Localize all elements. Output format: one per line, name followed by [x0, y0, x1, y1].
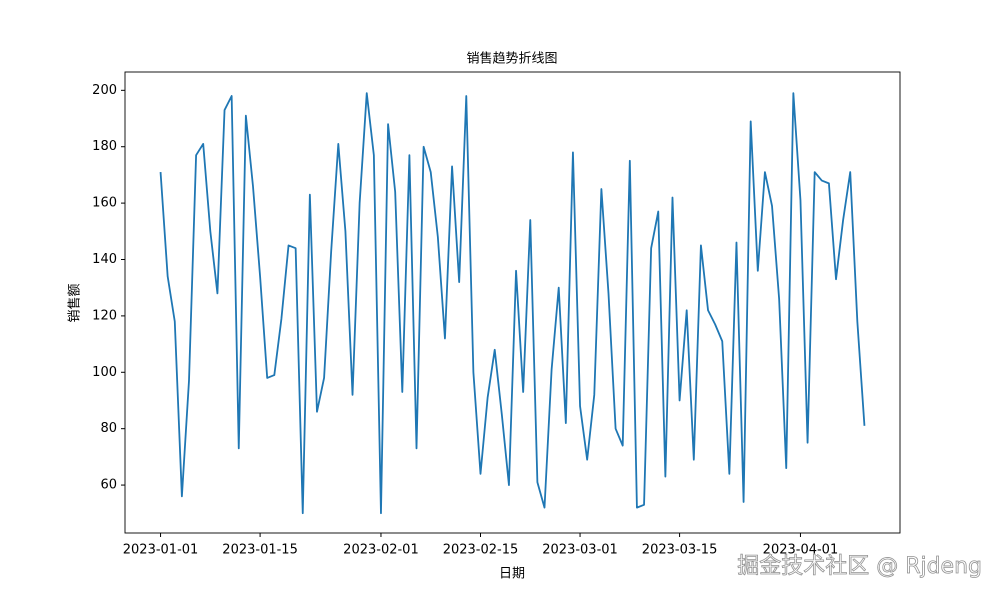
x-tick-label: 2023-01-01: [123, 543, 199, 558]
chart-title: 销售趋势折线图: [466, 51, 557, 67]
x-tick-label: 2023-01-15: [222, 543, 298, 558]
y-tick-label: 200: [92, 83, 117, 98]
y-tick-label: 60: [100, 478, 117, 493]
y-tick-label: 80: [100, 421, 117, 436]
x-tick-label: 2023-02-01: [343, 543, 419, 558]
x-tick-label: 2023-03-15: [642, 543, 718, 558]
x-tick-label: 2023-02-15: [443, 543, 519, 558]
line: [159, 92, 866, 515]
x-tick-label: 2023-03-01: [542, 543, 618, 558]
x-tick-label: 2023-04-01: [763, 543, 839, 558]
y-tick-label: 140: [92, 252, 117, 267]
y-tick-label: 120: [92, 308, 117, 323]
x-axis-label: 日期: [499, 567, 525, 582]
y-axis-label: 销售额: [67, 283, 83, 322]
y-tick-label: 100: [92, 365, 117, 380]
y-tick-label: 160: [92, 196, 117, 211]
watermark: 掘金技术社区 @ Rjdeng: [737, 554, 982, 579]
plot-frame: [124, 71, 901, 534]
y-tick-label: 180: [92, 139, 117, 154]
